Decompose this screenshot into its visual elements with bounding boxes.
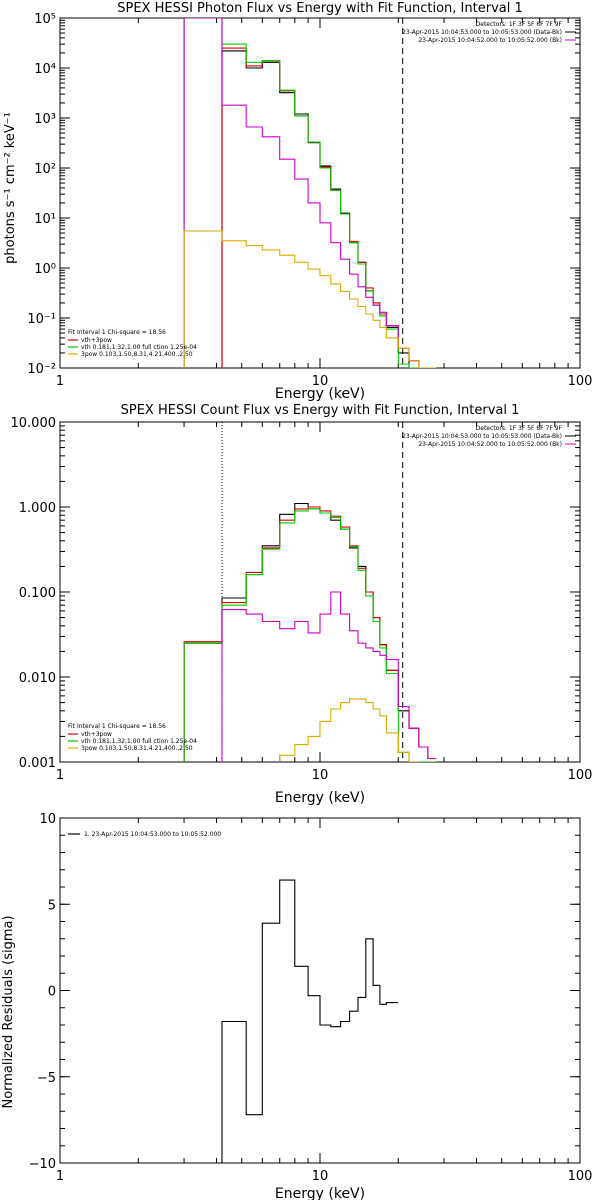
plot-frame [59,17,581,369]
y-tick-label: 10² [34,162,56,177]
series-line [183,230,437,368]
series-line [279,698,419,762]
y-tick-label: 5 [48,898,56,913]
series-line [183,508,437,762]
photon-flux-panel: SPEX HESSI Photon Flux vs Energy with Fi… [3,1,592,402]
series-line [183,18,437,368]
y-tick-label: 10⁻² [27,362,56,377]
x-tick-label: 10 [312,768,329,783]
y-tick-label: 10⁴ [34,62,56,77]
photon-flux-ylabel: photons s⁻¹ cm⁻² keV⁻¹ [3,112,18,264]
y-tick-label: −5 [37,1071,56,1086]
legend-title: Fit Interval 1 Chi-square = 18.56 [68,329,166,336]
series-line [221,879,399,1163]
x-tick-label: 100 [568,374,593,389]
count-flux-title: SPEX HESSI Count Flux vs Energy with Fit… [121,403,520,418]
y-tick-label: 0.100 [19,586,56,601]
y-tick-label: −10 [29,1157,56,1172]
series-line [221,50,437,368]
series-line [221,47,437,368]
legend-entry: vth+3pow [81,731,112,738]
count-flux-panel: SPEX HESSI Count Flux vs Energy with Fit… [11,403,593,806]
residuals-ylabel: Normalized Residuals (sigma) [1,915,16,1108]
photon-flux-title: SPEX HESSI Photon Flux vs Energy with Fi… [117,1,523,16]
legend-title: Fit Interval 1 Chi-square = 18.56 [68,723,166,730]
series-line [221,591,437,762]
y-tick-label: 1.000 [19,501,56,516]
x-tick-label: 1 [56,768,64,783]
y-tick-label: 10³ [34,112,56,127]
header-info-text: 23-Apr-2015 10:04:53.000 to 10:05:53.000… [402,433,562,440]
legend-entry: 3pow 0.103,1.50,8.31,4.21,400.,2.50 [81,745,193,752]
y-tick-label: 0.001 [19,756,56,771]
y-tick-label: 10⁰ [34,262,56,277]
header-info-text: 23-Apr-2015 10:04:52.000 to 10:05:52.000… [418,441,562,448]
x-tick-label: 10 [312,1169,329,1184]
plot-frame [59,817,581,1164]
legend-entry: 1. 23-Apr-2015 10:04:53.000 to 10:05:52.… [84,831,221,838]
y-tick-label: 10⁵ [34,12,56,27]
series-group [183,502,437,762]
series-line [183,18,437,368]
count-flux-xlabel: Energy (keV) [275,790,365,806]
header-info-text: 23-Apr-2015 10:04:52.000 to 10:05:52.000… [418,37,562,44]
residuals-xlabel: Energy (keV) [275,1186,365,1200]
photon-flux-xlabel: Energy (keV) [275,386,365,402]
legend-entry: vth+3pow [81,337,112,344]
y-tick-label: 0.010 [19,671,56,686]
x-tick-label: 100 [568,1169,593,1184]
y-tick-label: 10.000 [11,416,57,431]
residuals-panel: Energy (keV) Normalized Residuals (sigma… [1,812,592,1200]
y-tick-label: 10 [39,812,56,827]
header-info-text: Detectors: 1F 3F 5F 6F 7F 9F [476,21,563,28]
header-info-text: 23-Apr-2015 10:04:53.000 to 10:05:53.000… [402,29,562,36]
x-tick-label: 100 [568,768,593,783]
y-tick-label: 10⁻¹ [27,312,56,327]
series-group [221,879,399,1163]
x-tick-label: 1 [56,374,64,389]
series-group [183,18,437,368]
y-tick-label: 0 [48,985,56,1000]
plot-frame [59,421,581,763]
legend-entry: 3pow 0.103,1.50,8.31,4.21,400.,2.50 [81,351,193,358]
x-tick-label: 1 [56,1169,64,1184]
legend-entry: vth 0.181,1.32,1.00 full ction 1.25e-04 [81,344,197,351]
header-info-text: Detectors: 1F 3F 5F 6F 7F 9F [476,425,563,432]
y-tick-label: 10¹ [34,212,56,227]
x-tick-label: 10 [312,374,329,389]
legend-entry: vth 0.181,1.32,1.00 full ction 1.25e-04 [81,738,197,745]
